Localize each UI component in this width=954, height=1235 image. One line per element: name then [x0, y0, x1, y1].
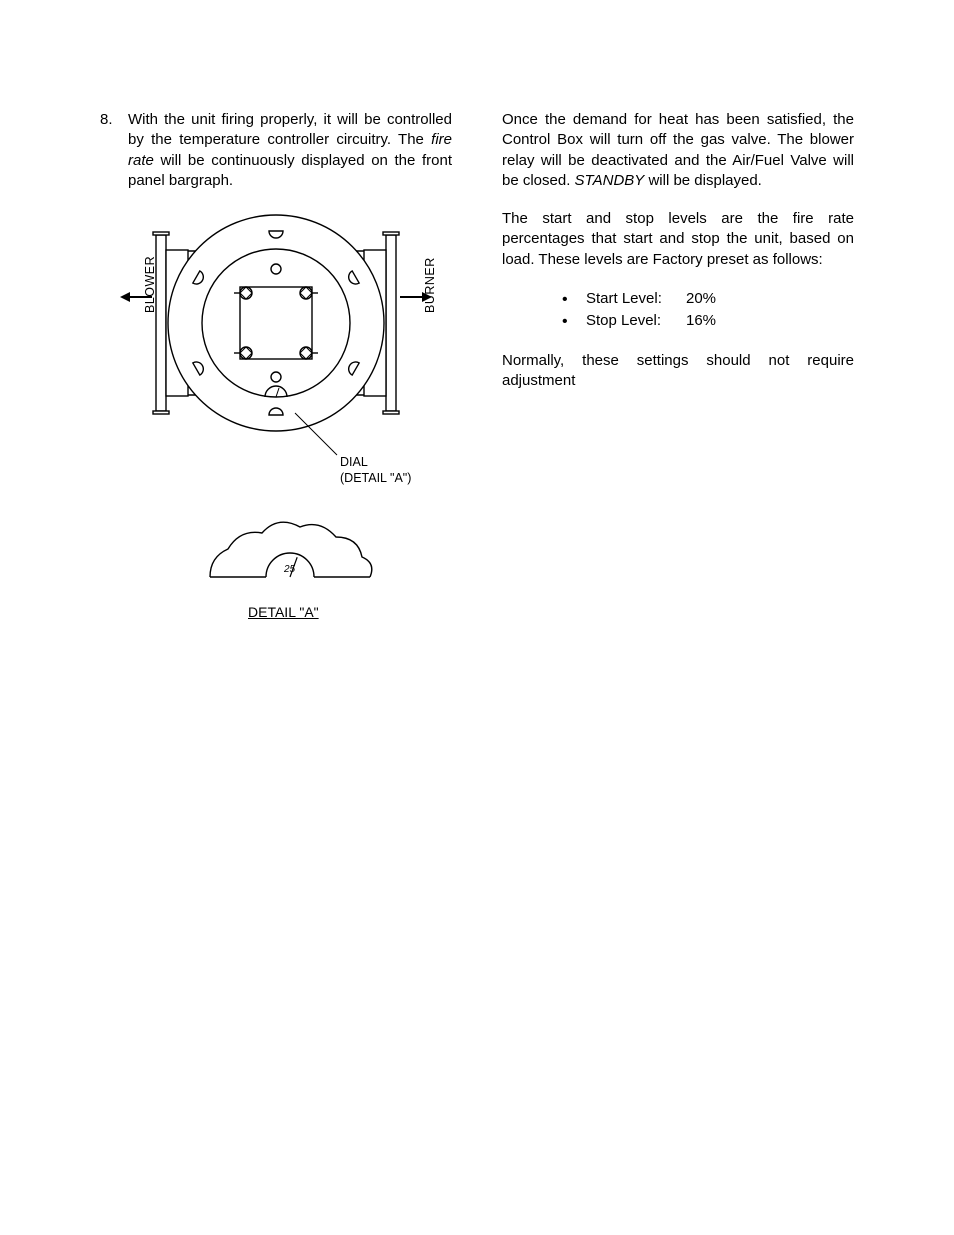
para-lead: With the unit firing properly, it will b… — [128, 111, 452, 148]
detail-caption: DETAIL "A" — [248, 603, 319, 622]
figure-wrap: BLOWER BURNER DIAL (DETAIL "A") 25 DETAI… — [100, 205, 452, 635]
dial-number: 25 — [284, 563, 295, 577]
burner-label: BURNER — [422, 257, 439, 313]
level-label: Stop Level: — [586, 310, 686, 333]
levels-list: Start Level:20% Stop Level:16% — [562, 288, 854, 333]
blower-label: BLOWER — [142, 256, 159, 313]
right-p1: Once the demand for heat has been satisf… — [502, 110, 854, 191]
list-item: Start Level:20% — [562, 288, 854, 311]
list-item-8: 8. With the unit firing properly, it wil… — [100, 110, 452, 191]
list-item: Stop Level:16% — [562, 310, 854, 333]
dial-label-line2: (DETAIL "A") — [340, 471, 411, 485]
para-tail: will be continuously displayed on the fr… — [128, 152, 452, 189]
level-value: 16% — [686, 312, 716, 329]
right-p3: Normally, these settings should not requ… — [502, 351, 854, 392]
level-value: 20% — [686, 290, 716, 307]
right-p1b: will be displayed. — [644, 172, 762, 189]
list-number: 8. — [100, 110, 128, 191]
right-p1-italic: STANDBY — [575, 172, 645, 189]
level-label: Start Level: — [586, 288, 686, 311]
right-p2: The start and stop levels are the fire r… — [502, 209, 854, 270]
list-body: With the unit firing properly, it will b… — [128, 110, 452, 191]
dial-label-line1: DIAL — [340, 455, 368, 469]
dial-label: DIAL (DETAIL "A") — [340, 454, 411, 487]
